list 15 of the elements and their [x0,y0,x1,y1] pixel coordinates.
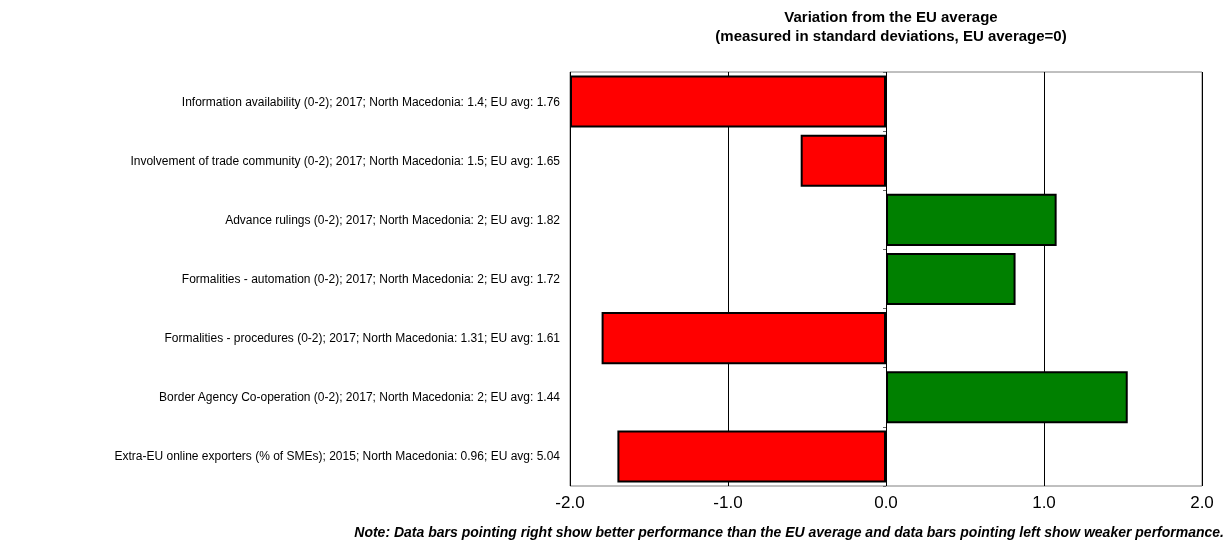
y-tick-label: Extra-EU online exporters (% of SMEs); 2015; North Macedonia: 0.96; EU avg: 5.04 [114,449,561,464]
y-tick-label: Border Agency Co-operation (0-2); 2017; North Macedonia: 2; EU avg: 1.44 [159,390,561,405]
x-tick-label: 2.0 [1190,493,1214,512]
y-tick-label: Information availability (0-2); 2017; North Macedonia: 1.4; EU avg: 1.76 [181,94,561,109]
chart-subtitle: (measured in standard deviations, EU average=0) [715,27,1067,44]
y-tick-label: Advance rulings (0-2); 2017; North Macedonia: 2; EU avg: 1.82 [225,212,561,227]
x-tick-label: 0.0 [874,493,898,512]
chart-title: Variation from the EU average [784,8,998,25]
x-tick-label: 1.0 [1032,493,1056,512]
x-tick-label: -2.0 [555,493,585,512]
text: Note: Data bars pointing right show better performance than the EU average and data bars pointing left show weaker performance. [354,524,1224,540]
y-tick-label: Formalities - automation (0-2); 2017; North Macedonia: 2; EU avg: 1.72 [181,272,561,286]
y-tick-label: Involvement of trade community (0-2); 2017; North Macedonia: 1.5; EU avg: 1.65 [130,153,561,168]
y-tick-label: Formalities - procedures (0-2); 2017; North Macedonia: 1.31; EU avg: 1.61 [164,331,561,346]
x-tick-label: -1.0 [713,493,743,512]
